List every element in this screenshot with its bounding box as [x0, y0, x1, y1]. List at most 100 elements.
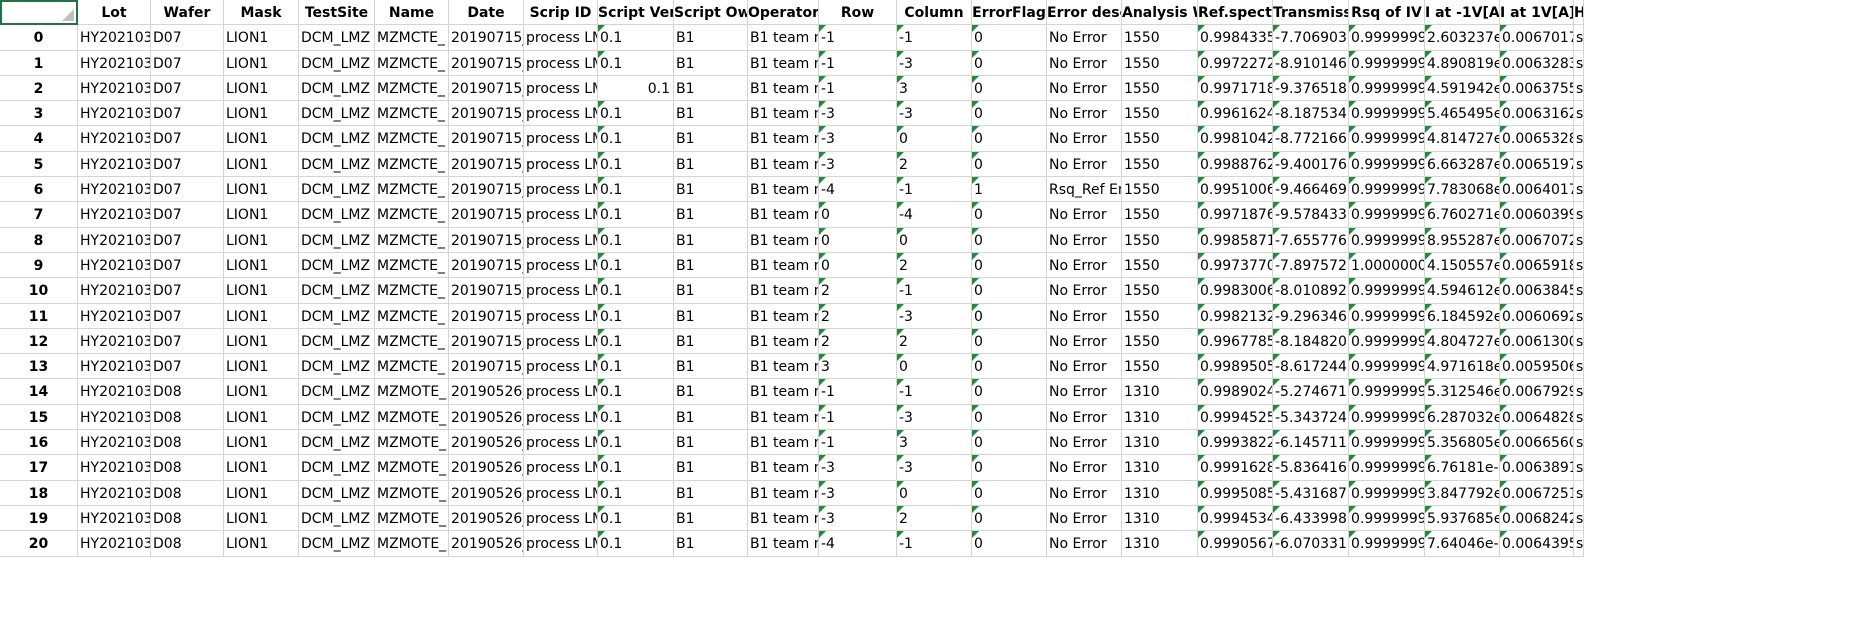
- table-cell[interactable]: 2: [897, 252, 972, 279]
- table-cell[interactable]: 3: [819, 354, 897, 380]
- table-cell[interactable]: DCM_LMZ: [299, 404, 375, 431]
- table-cell[interactable]: 1550: [1122, 50, 1198, 76]
- table-cell[interactable]: LION1: [224, 354, 299, 380]
- table-cell[interactable]: 0.0063891: [1500, 455, 1574, 481]
- table-cell[interactable]: HY202103: [78, 455, 151, 481]
- table-cell[interactable]: B1 team m: [748, 126, 819, 152]
- table-cell[interactable]: MZMCTE_: [375, 126, 449, 152]
- row-number[interactable]: 18: [0, 480, 78, 506]
- table-cell[interactable]: 1: [972, 177, 1047, 203]
- table-cell[interactable]: MZMOTE_: [375, 531, 449, 557]
- table-cell[interactable]: s: [1574, 379, 1584, 405]
- column-header[interactable]: Lot: [78, 0, 151, 26]
- table-cell[interactable]: process LM: [524, 252, 598, 279]
- table-cell[interactable]: s: [1574, 531, 1584, 557]
- table-cell[interactable]: No Error: [1047, 278, 1122, 304]
- table-cell[interactable]: 0.0068242: [1500, 505, 1574, 532]
- table-cell[interactable]: MZMOTE_: [375, 480, 449, 506]
- table-cell[interactable]: 0.1: [598, 75, 674, 102]
- row-number[interactable]: 2: [0, 75, 78, 102]
- table-cell[interactable]: D08: [151, 531, 224, 557]
- table-cell[interactable]: -7.655776: [1273, 227, 1349, 253]
- table-cell[interactable]: process LM: [524, 75, 598, 102]
- table-cell[interactable]: 0.1: [598, 303, 674, 329]
- table-cell[interactable]: B1 team m: [748, 505, 819, 532]
- table-cell[interactable]: -1: [897, 531, 972, 557]
- table-cell[interactable]: 4.591942e: [1425, 75, 1500, 102]
- table-cell[interactable]: HY202103: [78, 354, 151, 380]
- table-cell[interactable]: 0.9999999: [1349, 328, 1425, 355]
- table-cell[interactable]: process LM: [524, 455, 598, 481]
- table-cell[interactable]: LION1: [224, 303, 299, 329]
- row-number[interactable]: 4: [0, 126, 78, 152]
- table-cell[interactable]: No Error: [1047, 227, 1122, 253]
- table-cell[interactable]: B1: [674, 354, 748, 380]
- table-cell[interactable]: -8.617244: [1273, 354, 1349, 380]
- table-cell[interactable]: 0.1: [598, 202, 674, 228]
- table-cell[interactable]: -3: [897, 101, 972, 127]
- table-cell[interactable]: -1: [897, 177, 972, 203]
- table-cell[interactable]: B1: [674, 505, 748, 532]
- table-cell[interactable]: s: [1574, 151, 1584, 178]
- select-all-corner[interactable]: [0, 0, 78, 26]
- table-cell[interactable]: process LM: [524, 480, 598, 506]
- table-cell[interactable]: s: [1574, 227, 1584, 253]
- table-cell[interactable]: DCM_LMZ: [299, 430, 375, 456]
- table-cell[interactable]: 0.1: [598, 480, 674, 506]
- table-cell[interactable]: HY202103: [78, 252, 151, 279]
- table-cell[interactable]: -9.400176: [1273, 151, 1349, 178]
- table-cell[interactable]: 0.0067017: [1500, 25, 1574, 51]
- table-cell[interactable]: No Error: [1047, 354, 1122, 380]
- table-cell[interactable]: No Error: [1047, 252, 1122, 279]
- table-cell[interactable]: 0.9999999: [1349, 177, 1425, 203]
- table-cell[interactable]: 0: [972, 101, 1047, 127]
- table-cell[interactable]: 5.937685e: [1425, 505, 1500, 532]
- table-cell[interactable]: 0: [972, 404, 1047, 431]
- table-cell[interactable]: D07: [151, 177, 224, 203]
- table-cell[interactable]: process LM: [524, 303, 598, 329]
- table-cell[interactable]: MZMCTE_: [375, 354, 449, 380]
- table-cell[interactable]: 0.9999999: [1349, 404, 1425, 431]
- table-cell[interactable]: MZMCTE_: [375, 227, 449, 253]
- table-cell[interactable]: B1 team m: [748, 25, 819, 51]
- table-cell[interactable]: s: [1574, 177, 1584, 203]
- table-cell[interactable]: 0.9995085: [1198, 480, 1273, 506]
- table-cell[interactable]: B1 team m: [748, 227, 819, 253]
- column-header[interactable]: Analysis Wavelength: [1122, 0, 1198, 26]
- table-cell[interactable]: B1 team m: [748, 303, 819, 329]
- table-cell[interactable]: DCM_LMZ: [299, 303, 375, 329]
- table-cell[interactable]: process LM: [524, 227, 598, 253]
- table-cell[interactable]: s: [1574, 328, 1584, 355]
- table-cell[interactable]: 1550: [1122, 75, 1198, 102]
- table-cell[interactable]: HY202103: [78, 75, 151, 102]
- table-cell[interactable]: 0: [972, 303, 1047, 329]
- table-cell[interactable]: 0.0060399: [1500, 202, 1574, 228]
- table-cell[interactable]: 7.64046e-: [1425, 531, 1500, 557]
- table-cell[interactable]: -5.343724: [1273, 404, 1349, 431]
- table-cell[interactable]: HY202103: [78, 505, 151, 532]
- table-cell[interactable]: 1550: [1122, 354, 1198, 380]
- table-cell[interactable]: DCM_LMZ: [299, 354, 375, 380]
- table-cell[interactable]: DCM_LMZ: [299, 101, 375, 127]
- table-cell[interactable]: 0.1: [598, 151, 674, 178]
- table-cell[interactable]: 20190526_: [449, 480, 524, 506]
- table-cell[interactable]: MZMCTE_: [375, 50, 449, 76]
- table-cell[interactable]: 2: [897, 328, 972, 355]
- table-cell[interactable]: 6.760271e: [1425, 202, 1500, 228]
- table-cell[interactable]: MZMOTE_: [375, 404, 449, 431]
- table-cell[interactable]: 1310: [1122, 430, 1198, 456]
- table-cell[interactable]: DCM_LMZ: [299, 505, 375, 532]
- column-header[interactable]: Mask: [224, 0, 299, 26]
- table-cell[interactable]: s: [1574, 252, 1584, 279]
- table-cell[interactable]: 0.0063845: [1500, 278, 1574, 304]
- table-cell[interactable]: process LM: [524, 50, 598, 76]
- table-cell[interactable]: HY202103: [78, 379, 151, 405]
- column-header[interactable]: Script Owner: [674, 0, 748, 26]
- table-cell[interactable]: No Error: [1047, 328, 1122, 355]
- table-cell[interactable]: 1310: [1122, 404, 1198, 431]
- table-cell[interactable]: process LM: [524, 430, 598, 456]
- table-cell[interactable]: 2: [897, 505, 972, 532]
- table-cell[interactable]: -8.184820: [1273, 328, 1349, 355]
- table-cell[interactable]: 4.594612e: [1425, 278, 1500, 304]
- row-number[interactable]: 14: [0, 379, 78, 405]
